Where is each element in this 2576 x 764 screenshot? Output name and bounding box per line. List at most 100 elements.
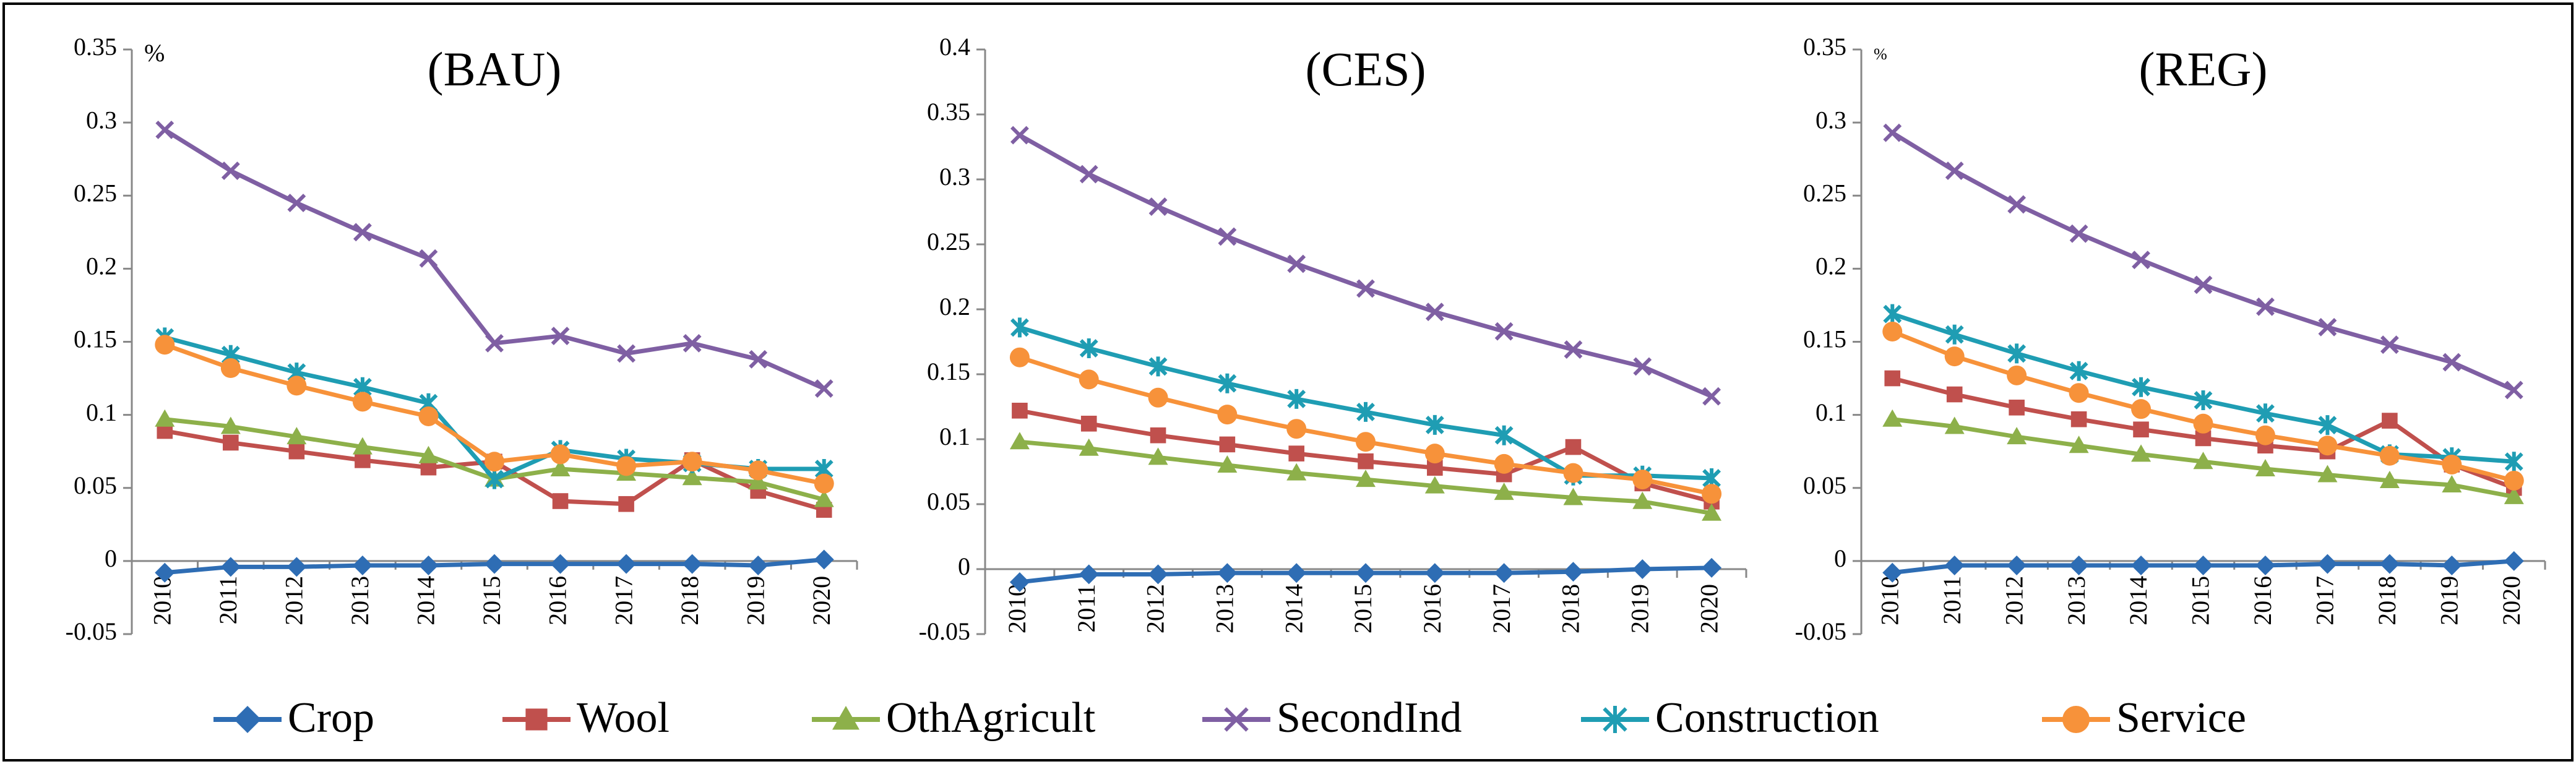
marker [1632,491,1653,509]
x-tick-label: 2017 [2311,576,2339,625]
marker [418,445,439,463]
x-tick-label: 2014 [2124,576,2152,625]
marker [1218,373,1237,393]
y-tick-label: -0.05 [66,617,117,645]
marker [2318,317,2337,337]
marker [1009,347,1030,367]
marker [1563,463,1583,483]
marker [485,333,504,353]
y-tick-label: 0.25 [74,179,117,207]
marker [1356,401,1375,422]
marker [1079,338,1098,358]
marker [1882,562,1903,583]
legend-label: Service [2116,694,2246,742]
marker [1945,161,1964,181]
marker [2069,361,2088,381]
series-line [163,127,825,391]
marker [2009,400,2025,416]
marker [2379,470,2400,488]
marker [2318,415,2337,436]
y-tick-label: 0.05 [1803,471,1846,499]
marker [1286,463,1307,481]
x-tick-label: 2012 [2000,576,2028,625]
marker [2317,465,2338,483]
marker [748,555,769,575]
marker [155,409,175,427]
marker [552,493,569,509]
marker [550,554,571,574]
marker [286,427,307,445]
x-tick-label: 2011 [1072,584,1100,633]
x-tick-label: 2018 [1557,584,1585,633]
marker [749,350,768,369]
legend-label: Crop [288,694,374,742]
marker [1494,322,1514,341]
y-tick-label: 0.2 [939,293,970,320]
y-tick-label: 0.2 [86,252,117,280]
marker [220,557,241,577]
marker [155,121,174,139]
marker [2193,452,2213,470]
chart-title: (BAU) [428,42,562,96]
marker [1150,427,1166,444]
marker [2194,390,2213,410]
marker [1424,476,1445,494]
x-tick-label: 2016 [544,576,572,625]
y-tick-label: 0.35 [74,33,117,61]
marker [1425,414,1444,435]
marker [2379,445,2400,466]
marker [2504,486,2524,504]
marker [1286,563,1307,583]
legend-label: Wool [577,694,670,742]
y-tick-label: 0.1 [86,398,117,426]
x-tick-label: 2010 [1003,584,1031,633]
marker [814,473,834,494]
y-tick-label: 0 [105,544,117,572]
marker [1224,707,1249,732]
x-tick-label: 2020 [2497,576,2525,625]
marker [814,379,834,398]
x-tick-label: 2016 [1418,584,1446,633]
legend-label: SecondInd [1277,694,1462,742]
legend-label: Construction [1655,694,1879,742]
chart-title: (CES) [1306,42,1426,96]
y-tick-label: 0.25 [1803,179,1846,207]
marker [1882,321,1903,341]
marker [1563,487,1583,505]
marker [1884,370,1901,387]
y-tick-label: 0.35 [927,98,970,126]
y-tick-label: 0.35 [1803,33,1846,61]
marker [1148,356,1168,377]
marker [748,460,769,481]
marker [1219,436,1236,453]
marker [2317,436,2338,456]
marker [2442,454,2462,474]
legend-label: OthAgricult [886,694,1096,742]
marker [419,249,438,268]
marker [1424,444,1445,464]
marker [1603,706,1627,733]
marker [682,468,702,486]
marker [814,489,834,507]
marker [1494,425,1514,445]
x-tick-label: 2010 [1876,576,1903,625]
series-line [1891,131,2515,392]
marker [2069,383,2089,403]
unit-label: % [144,39,165,67]
marker [2442,555,2462,575]
marker [286,376,307,396]
marker [1944,346,1965,367]
y-tick-label: 0.3 [86,106,117,134]
marker [353,223,372,242]
marker [352,555,373,575]
marker [2133,421,2149,438]
marker [551,327,570,345]
marker [1494,563,1514,583]
marker [2131,444,2152,462]
marker [1009,432,1030,450]
marker [1009,572,1030,592]
marker [1079,438,1099,456]
marker [234,706,261,733]
marker [485,469,504,489]
